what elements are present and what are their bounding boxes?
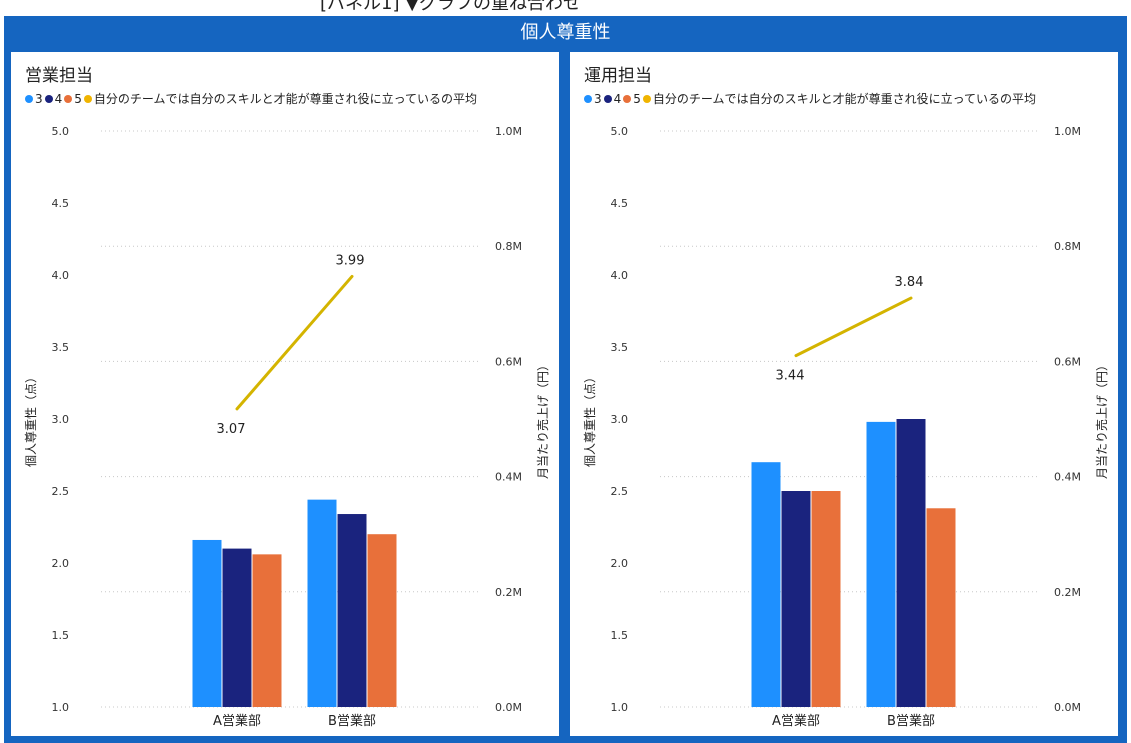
y2-tick-label: 1.0M: [495, 125, 522, 138]
y-tick-label: 2.0: [52, 557, 70, 570]
y-tick-label: 1.5: [611, 629, 629, 642]
data-label: 3.99: [336, 253, 365, 268]
line-series-average: [794, 296, 913, 358]
y2-tick-label: 0.2M: [495, 586, 522, 599]
y2-tick-label: 0.2M: [1054, 586, 1081, 599]
y-tick-label: 4.0: [52, 269, 70, 282]
line-series-average: [235, 274, 354, 411]
bar-series-3: [307, 499, 337, 707]
y2-tick-label: 0.4M: [1054, 471, 1081, 484]
bar-series-5: [252, 554, 282, 707]
data-label: 3.84: [895, 275, 924, 290]
legend-item-average[interactable]: 自分のチームでは自分のスキルと才能が尊重され役に立っているの平均: [642, 90, 1036, 107]
legend-dot: [44, 94, 53, 103]
page-title: 個人尊重性: [520, 22, 611, 43]
chart-svg: 0.0M 0.2M 0.4M 0.6M 0.8M 1.0M 1.0 1.5 2.0 2.5 3.0 3…: [23, 125, 550, 729]
legend-label: 自分のチームでは自分のスキルと才能が尊重され役に立っているの平均: [93, 92, 477, 106]
bar-series-5: [926, 508, 956, 707]
y2-tick-label: 0.0M: [1054, 701, 1081, 714]
legend-dot: [623, 94, 632, 103]
legend-item-5[interactable]: 5: [64, 92, 82, 106]
y-tick-label: 2.5: [611, 485, 629, 498]
legend-dot: [584, 94, 592, 103]
legend-item-3[interactable]: 3: [25, 92, 43, 106]
legend-dot: [25, 94, 33, 103]
legend-label: 4: [54, 91, 63, 106]
bar-series-4: [222, 548, 252, 707]
legend-label: 3: [594, 91, 602, 106]
y-tick-label: 1.5: [52, 629, 70, 642]
y-tick-label: 4.5: [52, 197, 70, 210]
bar-series-4: [337, 514, 367, 707]
y2-tick-label: 0.4M: [495, 471, 522, 484]
y-tick-label: 3.0: [52, 413, 70, 426]
legend-dot: [642, 94, 651, 103]
chart-legend: 3 4 5 自分のチームでは自分のスキルと才能が尊重され役に立っているの平均: [584, 90, 1038, 107]
bar-series-3: [192, 539, 222, 707]
chart-panel-operations[interactable]: 運用担当 3 4 5 自分のチームでは自分のスキルと才能が尊重され役に立っている…: [570, 52, 1118, 736]
x-category-label: A営業部: [213, 713, 261, 729]
y-axis-title: 個人尊重性（点）: [582, 371, 597, 467]
y2-tick-label: 0.0M: [495, 701, 522, 714]
panel-title: 運用担当: [584, 66, 652, 86]
y-tick-label: 2.0: [611, 557, 629, 570]
y-tick-label: 5.0: [52, 125, 70, 138]
data-label: 3.07: [217, 422, 246, 437]
legend-item-4[interactable]: 4: [44, 91, 63, 106]
y-tick-label: 3.5: [52, 341, 70, 354]
y-tick-label: 1.0: [611, 701, 629, 714]
y2-axis-title: 月当たり売上げ（円）: [1094, 359, 1109, 479]
legend-item-5[interactable]: 5: [623, 92, 641, 106]
legend-dot: [64, 94, 73, 103]
chart-legend: 3 4 5 自分のチームでは自分のスキルと才能が尊重され役に立っているの平均: [25, 90, 479, 107]
y-axis-title: 個人尊重性（点）: [23, 371, 38, 467]
chart-svg: 0.0M 0.2M 0.4M 0.6M 0.8M 1.0M 1.0 1.5 2.0 2.5 3.0 3…: [582, 125, 1109, 729]
legend-label: 3: [35, 91, 43, 106]
data-label: 3.44: [776, 369, 805, 384]
y-tick-label: 3.5: [611, 341, 629, 354]
y-tick-label: 4.5: [611, 197, 629, 210]
y-tick-label: 5.0: [611, 125, 629, 138]
y-tick-label: 1.0: [52, 701, 70, 714]
bar-series-3: [866, 421, 896, 707]
y2-tick-label: 0.8M: [1054, 240, 1081, 253]
bar-series-5: [811, 491, 841, 707]
y2-tick-label: 1.0M: [1054, 125, 1081, 138]
y2-tick-label: 0.8M: [495, 240, 522, 253]
y-tick-label: 4.0: [611, 269, 629, 282]
legend-dot: [603, 94, 612, 103]
y-tick-label: 2.5: [52, 485, 70, 498]
x-category-label: B営業部: [328, 713, 376, 729]
legend-dot: [83, 94, 92, 103]
bar-series-4: [781, 491, 811, 707]
top-banner: [パネル1] ▼グラフの重ね合わせ: [0, 0, 1131, 18]
panel-title: 営業担当: [25, 66, 93, 86]
x-category-label: B営業部: [887, 713, 935, 729]
y2-tick-label: 0.6M: [1054, 355, 1081, 368]
legend-label: 自分のチームでは自分のスキルと才能が尊重され役に立っているの平均: [652, 92, 1036, 106]
legend-item-average[interactable]: 自分のチームでは自分のスキルと才能が尊重され役に立っているの平均: [83, 90, 477, 107]
bar-series-5: [367, 534, 397, 707]
bar-series-4: [896, 419, 926, 707]
x-category-label: A営業部: [772, 713, 820, 729]
chart-panel-sales[interactable]: 営業担当 3 4 5 自分のチームでは自分のスキルと才能が尊重され役に立っている…: [11, 52, 559, 736]
legend-label: 5: [633, 91, 641, 106]
banner-text: [パネル1] ▼グラフの重ね合わせ: [320, 0, 582, 14]
legend-label: 4: [613, 91, 622, 106]
header-bar: 個人尊重性: [4, 16, 1127, 46]
bar-series-3: [751, 462, 781, 707]
legend-item-3[interactable]: 3: [584, 92, 602, 106]
legend-item-4[interactable]: 4: [603, 91, 622, 106]
y2-axis-title: 月当たり売上げ（円）: [535, 359, 550, 479]
legend-label: 5: [74, 91, 82, 106]
y2-tick-label: 0.6M: [495, 355, 522, 368]
y-tick-label: 3.0: [611, 413, 629, 426]
